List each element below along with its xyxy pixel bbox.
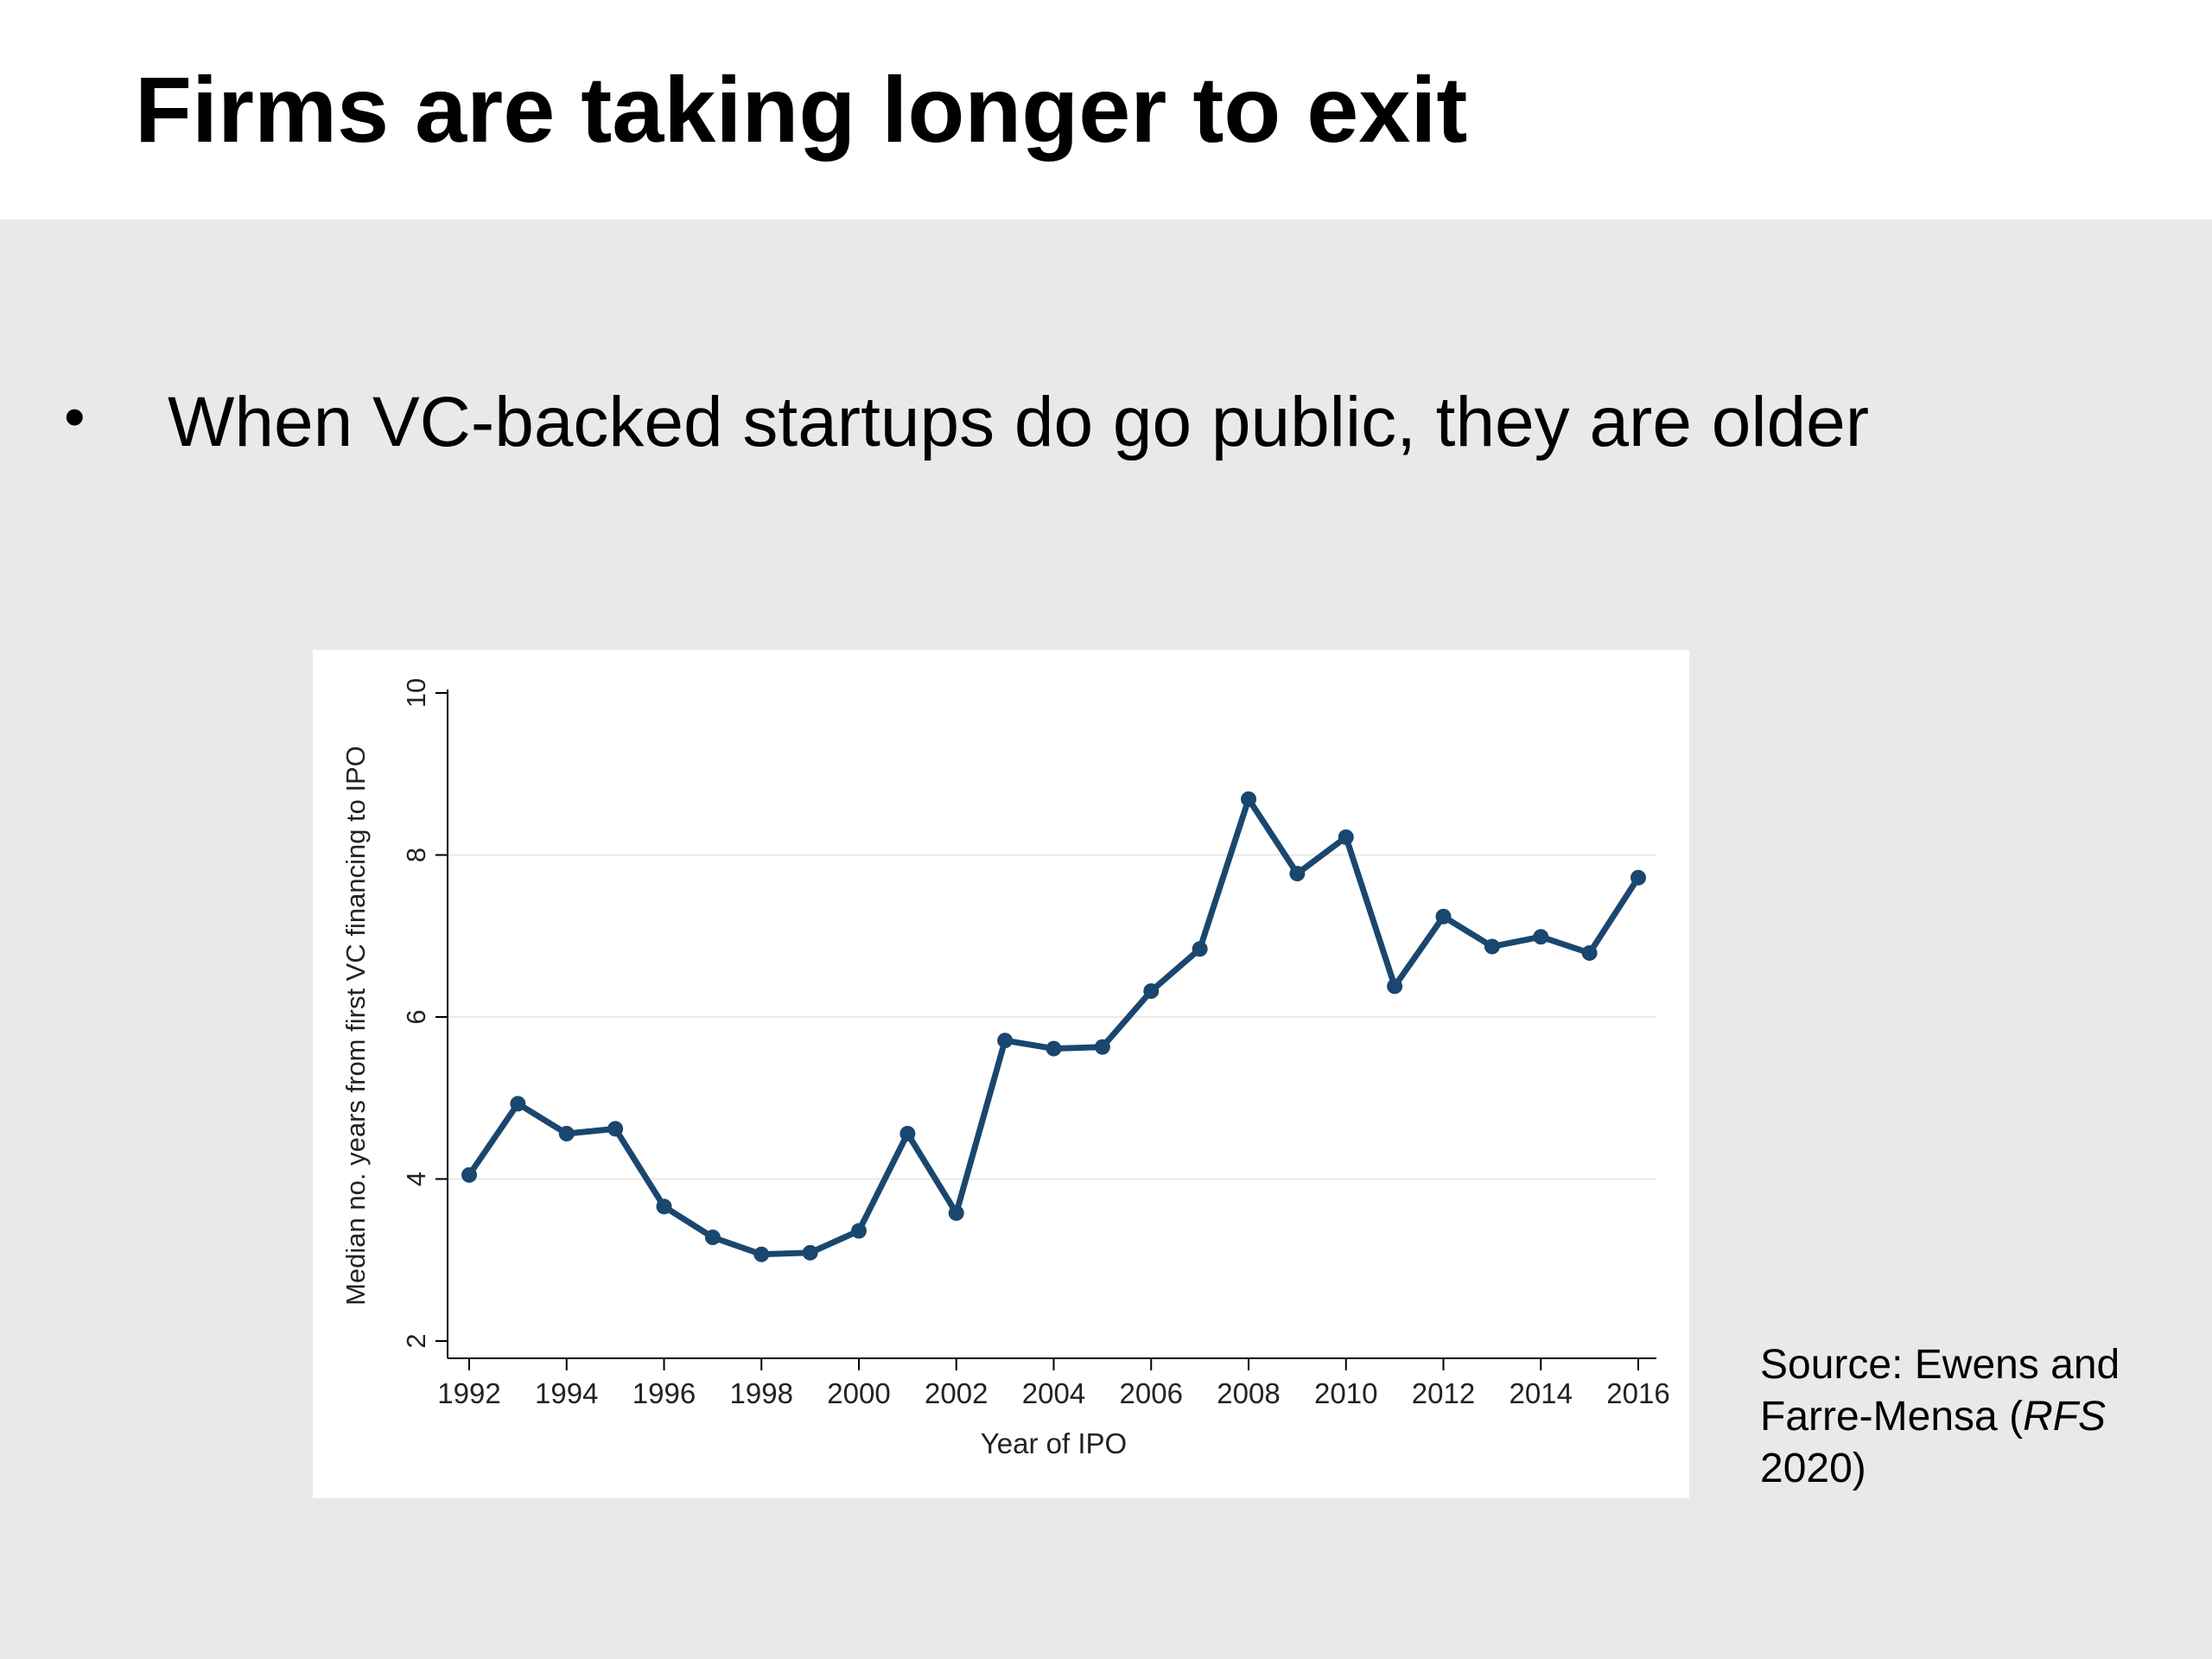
source-suffix: 2020) bbox=[1760, 1446, 1866, 1491]
data-point bbox=[1338, 829, 1354, 845]
data-point bbox=[997, 1033, 1014, 1049]
data-point bbox=[1581, 944, 1598, 961]
y-tick-label: 4 bbox=[401, 1172, 431, 1186]
series-line bbox=[466, 796, 1642, 1258]
y-tick-label: 2 bbox=[401, 1333, 431, 1348]
line-chart: 2 4 6 8 10 1992 1994 1996 1998 2000 2002 2004 2006 20… bbox=[340, 678, 1670, 1459]
x-tick-label: 1992 bbox=[437, 1377, 500, 1409]
data-point bbox=[510, 1096, 526, 1112]
data-point bbox=[461, 1166, 477, 1183]
bullet-icon: • bbox=[64, 383, 86, 450]
x-tick-label: 2008 bbox=[1217, 1377, 1280, 1409]
data-point bbox=[753, 1246, 770, 1262]
x-tick-label: 2002 bbox=[925, 1377, 988, 1409]
slide-title: Firms are taking longer to exit bbox=[135, 57, 1468, 162]
x-tick-label: 2006 bbox=[1120, 1377, 1183, 1409]
data-point bbox=[1143, 983, 1160, 999]
tick-layer: 2 4 6 8 10 1992 1994 1996 1998 2000 2002 2004 2006 20… bbox=[401, 678, 1670, 1409]
source-prefix: Source: Ewens and Farre-Mensa ( bbox=[1760, 1342, 2120, 1440]
data-point bbox=[1241, 791, 1256, 807]
data-point bbox=[851, 1223, 867, 1239]
data-point bbox=[1046, 1040, 1062, 1057]
data-point bbox=[656, 1198, 672, 1215]
x-tick-label: 2004 bbox=[1022, 1377, 1085, 1409]
axis-layer bbox=[447, 690, 1656, 1359]
data-point bbox=[1387, 978, 1403, 995]
x-tick-label: 2010 bbox=[1314, 1377, 1377, 1409]
y-tick-label: 10 bbox=[401, 678, 431, 708]
data-point bbox=[1630, 869, 1646, 886]
data-point bbox=[1094, 1039, 1110, 1055]
x-tick-label: 1996 bbox=[632, 1377, 696, 1409]
x-tick-label: 1998 bbox=[730, 1377, 793, 1409]
grid-layer bbox=[448, 854, 1656, 1180]
data-point bbox=[558, 1126, 575, 1141]
data-point bbox=[1435, 908, 1452, 925]
data-point bbox=[607, 1121, 624, 1137]
x-tick-label: 2012 bbox=[1412, 1377, 1475, 1409]
data-point bbox=[704, 1230, 721, 1245]
chart-panel: 2 4 6 8 10 1992 1994 1996 1998 2000 2002 2004 2006 20… bbox=[313, 650, 1689, 1498]
data-point bbox=[1484, 938, 1500, 955]
series-layer bbox=[461, 791, 1646, 1262]
data-point bbox=[948, 1205, 964, 1221]
title-bar bbox=[0, 0, 2212, 219]
data-point bbox=[1533, 929, 1549, 945]
data-point bbox=[1192, 941, 1208, 957]
y-tick-label: 8 bbox=[401, 848, 431, 862]
data-point bbox=[802, 1244, 818, 1261]
bullet-text: When VC-backed startups do go public, th… bbox=[168, 383, 1870, 461]
y-tick-label: 6 bbox=[401, 1009, 431, 1024]
data-point bbox=[899, 1126, 916, 1141]
x-tick-label: 1994 bbox=[535, 1377, 598, 1409]
y-axis-title: Median no. years from first VC financing… bbox=[340, 746, 371, 1306]
source-note: Source: Ewens and Farre-Mensa (RFS 2020) bbox=[1760, 1339, 2192, 1495]
x-axis-title: Year of IPO bbox=[981, 1427, 1127, 1459]
source-journal: RFS bbox=[2023, 1394, 2107, 1440]
data-point bbox=[1289, 866, 1306, 882]
x-tick-label: 2000 bbox=[827, 1377, 890, 1409]
x-tick-label: 2014 bbox=[1510, 1377, 1573, 1409]
x-tick-label: 2016 bbox=[1606, 1377, 1669, 1409]
